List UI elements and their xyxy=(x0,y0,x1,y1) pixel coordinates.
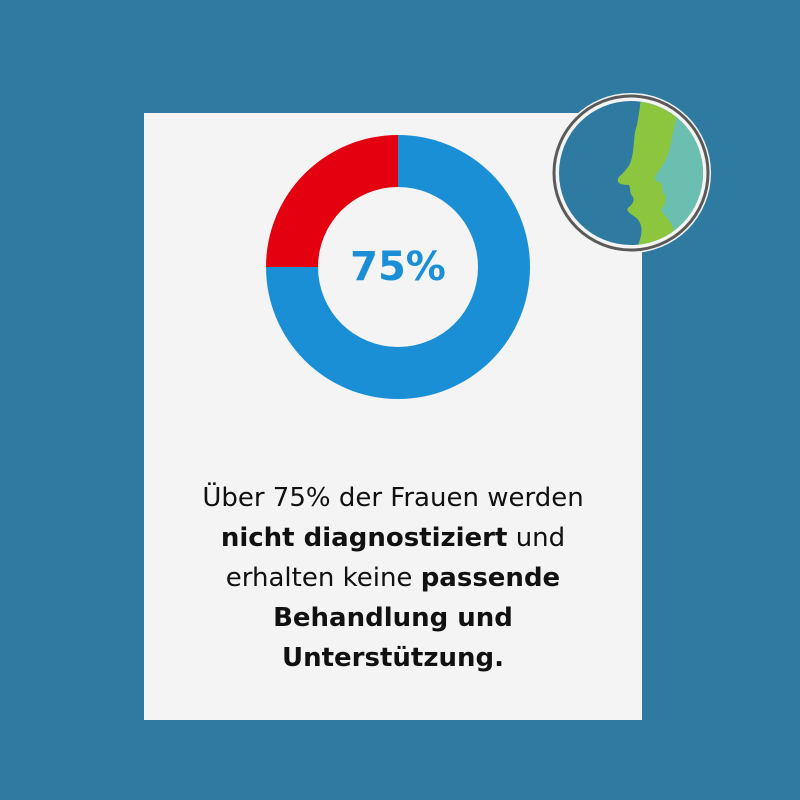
caption-line-3: erhalten keine passende xyxy=(164,558,622,598)
donut-slice-0 xyxy=(266,135,530,399)
caption-line-5: Unterstützung. xyxy=(164,638,622,678)
caption-text: Über 75% der Frauen werden nicht diagnos… xyxy=(164,478,622,678)
faces-profile-logo-icon xyxy=(549,91,713,255)
caption-line-3-regular: erhalten keine xyxy=(225,563,421,593)
caption-line-2-rest: und xyxy=(507,523,566,553)
info-card: 75% Über 75% der Frauen werden nicht dia… xyxy=(144,113,642,720)
caption-line-2-bold: nicht diagnostiziert xyxy=(220,523,508,553)
donut-slice-1 xyxy=(266,135,398,267)
caption-line-4: Behandlung und xyxy=(164,598,622,638)
caption-line-4-bold: Behandlung und xyxy=(273,603,513,633)
caption-line-3-bold: passende xyxy=(420,563,561,593)
caption-line-1: Über 75% der Frauen werden xyxy=(202,483,584,513)
donut-svg xyxy=(266,135,530,399)
caption-line-2: nicht diagnostiziert und xyxy=(164,518,622,558)
caption-line-5-bold: Unterstützung. xyxy=(282,643,504,673)
percentage-label: 75% xyxy=(350,244,446,290)
donut-chart: 75% xyxy=(265,134,531,400)
